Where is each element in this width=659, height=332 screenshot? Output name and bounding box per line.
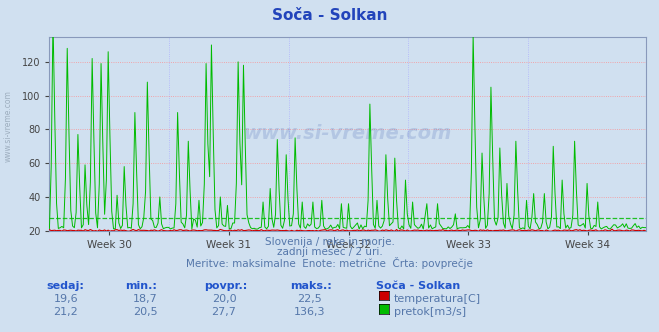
Text: sedaj:: sedaj: [46,281,84,290]
Text: povpr.:: povpr.: [204,281,248,290]
Text: min.:: min.: [125,281,157,290]
Text: pretok[m3/s]: pretok[m3/s] [394,307,466,317]
Text: maks.:: maks.: [290,281,331,290]
Text: 19,6: 19,6 [53,294,78,304]
Text: Slovenija / reke in morje.: Slovenija / reke in morje. [264,237,395,247]
Text: 18,7: 18,7 [132,294,158,304]
Text: 21,2: 21,2 [53,307,78,317]
Text: Soča - Solkan: Soča - Solkan [376,281,460,290]
Text: Meritve: maksimalne  Enote: metrične  Črta: povprečje: Meritve: maksimalne Enote: metrične Črta… [186,257,473,269]
Text: 20,5: 20,5 [132,307,158,317]
Text: 22,5: 22,5 [297,294,322,304]
Text: zadnji mesec / 2 uri.: zadnji mesec / 2 uri. [277,247,382,257]
Text: www.si-vreme.com: www.si-vreme.com [3,90,13,162]
Text: Soča - Solkan: Soča - Solkan [272,8,387,23]
Text: 27,7: 27,7 [212,307,237,317]
Text: temperatura[C]: temperatura[C] [394,294,481,304]
Text: www.si-vreme.com: www.si-vreme.com [243,124,452,143]
Text: 136,3: 136,3 [294,307,326,317]
Text: 20,0: 20,0 [212,294,237,304]
